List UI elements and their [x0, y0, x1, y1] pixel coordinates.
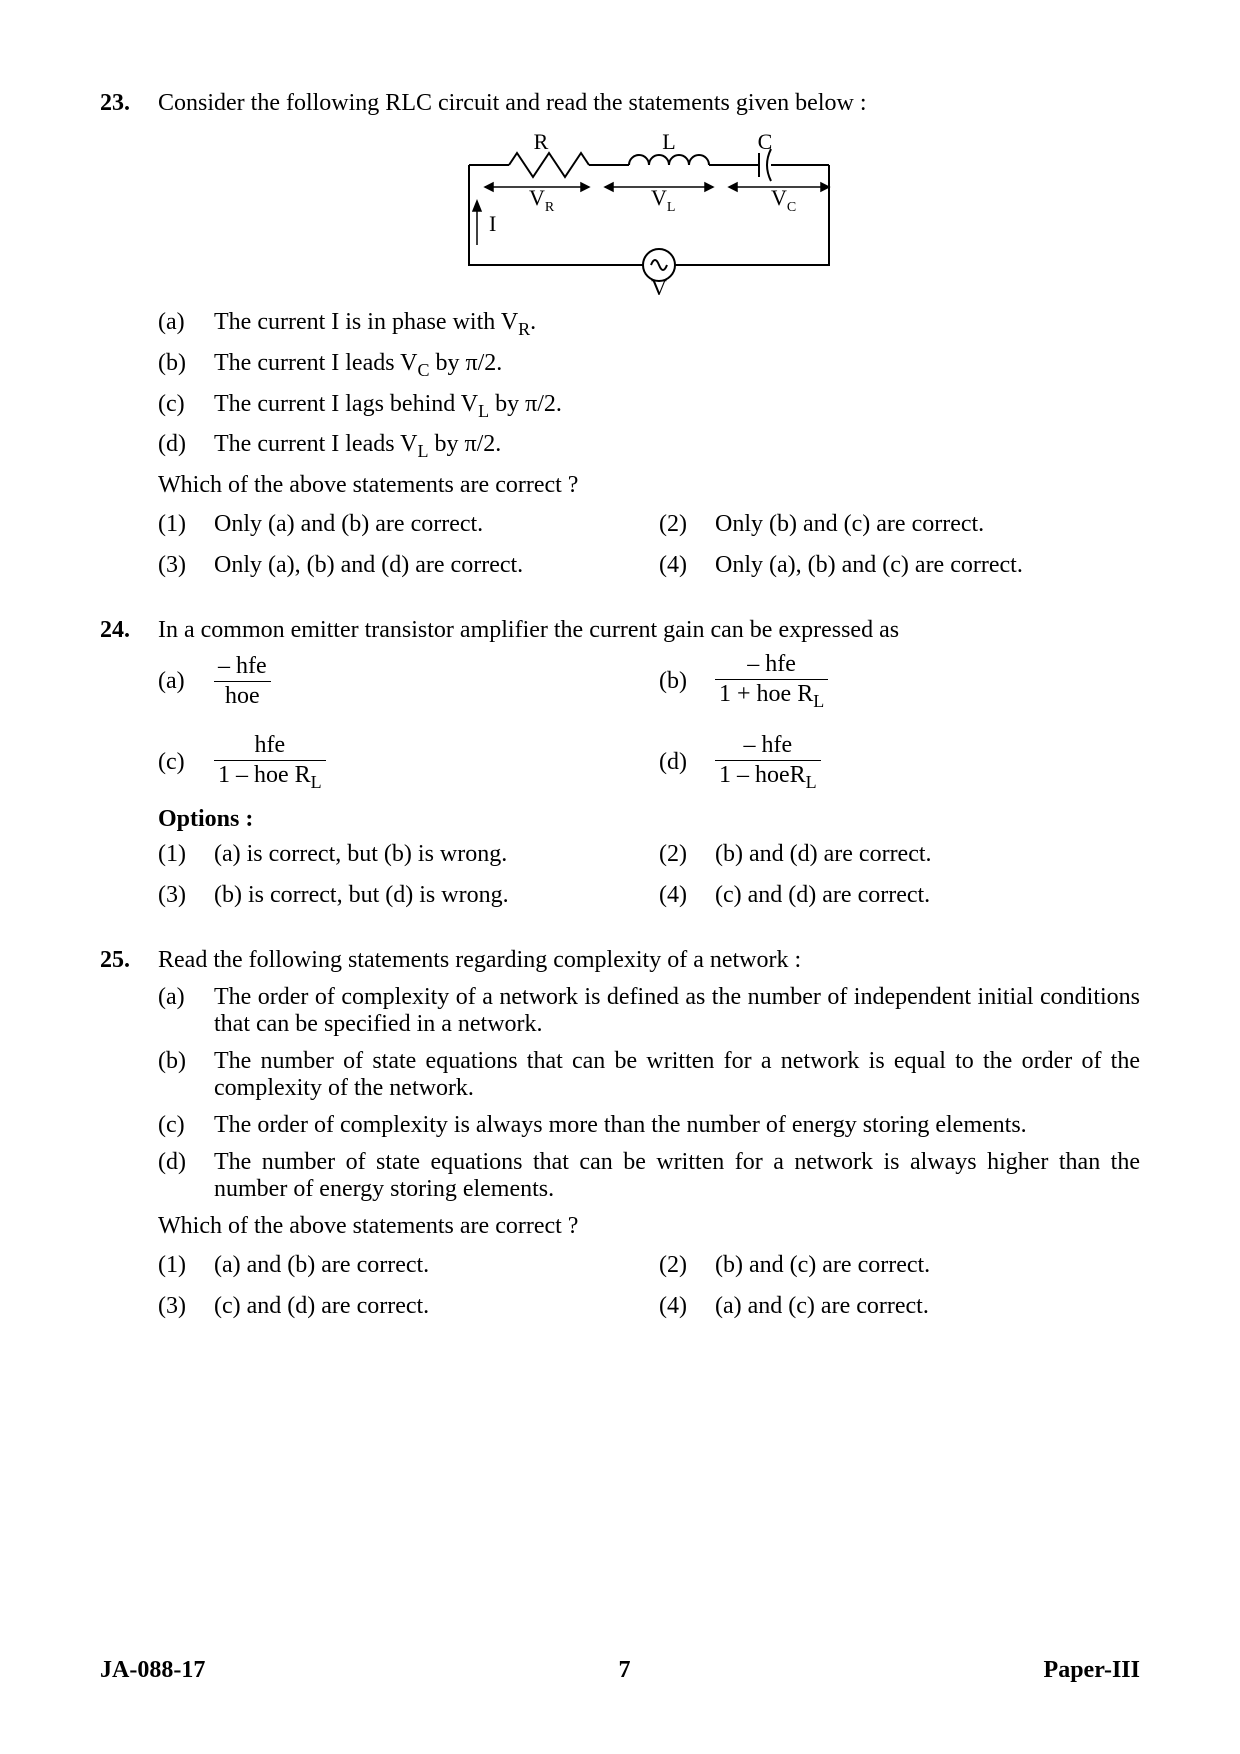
page-footer: JA-088-17 7 Paper-III [100, 1657, 1140, 1684]
option-4: (4)Only (a), (b) and (c) are correct. [659, 552, 1140, 579]
option-4: (4)(c) and (d) are correct. [659, 882, 1140, 909]
question-number: 25. [100, 947, 158, 974]
options-grid: (1)(a) and (b) are correct. (2)(b) and (… [158, 1252, 1140, 1320]
option-1: (1)(a) is correct, but (b) is wrong. [158, 841, 639, 868]
label-L: L [662, 129, 675, 154]
question-number: 23. [100, 90, 158, 117]
footer-right: Paper-III [1044, 1657, 1140, 1684]
options-grid: (1)(a) is correct, but (b) is wrong. (2)… [158, 841, 1140, 909]
footer-page-number: 7 [618, 1657, 630, 1684]
formula-d: (d) – hfe 1 – hoeRL [659, 733, 1140, 792]
option-1: (1)Only (a) and (b) are correct. [158, 511, 639, 538]
statement-b: (b)The number of state equations that ca… [158, 1048, 1140, 1102]
label-I: I [489, 211, 496, 236]
formula-c: (c) hfe 1 – hoe RL [158, 733, 639, 792]
question-prompt: Which of the above statements are correc… [158, 472, 1140, 499]
option-4: (4)(a) and (c) are correct. [659, 1293, 1140, 1320]
formula-a: (a) – hfe hoe [158, 652, 639, 711]
options-grid: (1)Only (a) and (b) are correct. (2)Only… [158, 511, 1140, 579]
formula-b: (b) – hfe 1 + hoe RL [659, 652, 1140, 711]
question-23: 23. Consider the following RLC circuit a… [100, 90, 1140, 579]
statement-a: (a)The order of complexity of a network … [158, 984, 1140, 1038]
option-3: (3)Only (a), (b) and (d) are correct. [158, 552, 639, 579]
option-3: (3)(c) and (d) are correct. [158, 1293, 639, 1320]
question-text: Consider the following RLC circuit and r… [158, 90, 1140, 117]
exam-page: 23. Consider the following RLC circuit a… [0, 0, 1240, 1754]
formula-grid: (a) – hfe hoe (b) – hfe 1 + hoe RL [158, 652, 1140, 792]
label-VC: VC [771, 185, 796, 215]
label-V: V [651, 275, 667, 295]
option-2: (2)(b) and (d) are correct. [659, 841, 1140, 868]
label-VR: VR [529, 185, 555, 215]
rlc-circuit-diagram: R L C VR VL VC I V [429, 125, 869, 295]
statement-b: (b) The current I leads VC by π/2. [158, 350, 1140, 381]
statement-list: (a)The order of complexity of a network … [158, 984, 1140, 1203]
statement-c: (c)The order of complexity is always mor… [158, 1112, 1140, 1139]
statement-d: (d)The number of state equations that ca… [158, 1149, 1140, 1203]
question-text: In a common emitter transistor amplifier… [158, 617, 1140, 644]
statement-list: (a) The current I is in phase with VR. (… [158, 309, 1140, 462]
label-R: R [534, 129, 549, 154]
label-VL: VL [651, 185, 675, 215]
option-1: (1)(a) and (b) are correct. [158, 1252, 639, 1279]
question-number: 24. [100, 617, 158, 644]
statement-c: (c) The current I lags behind VL by π/2. [158, 391, 1140, 422]
footer-left: JA-088-17 [100, 1657, 205, 1684]
statement-d: (d) The current I leads VL by π/2. [158, 431, 1140, 462]
question-25: 25. Read the following statements regard… [100, 947, 1140, 1320]
option-2: (2)(b) and (c) are correct. [659, 1252, 1140, 1279]
option-3: (3)(b) is correct, but (d) is wrong. [158, 882, 639, 909]
label-C: C [758, 129, 773, 154]
question-24: 24. In a common emitter transistor ampli… [100, 617, 1140, 909]
options-heading: Options : [158, 806, 1140, 833]
statement-a: (a) The current I is in phase with VR. [158, 309, 1140, 340]
question-prompt: Which of the above statements are correc… [158, 1213, 1140, 1240]
option-2: (2)Only (b) and (c) are correct. [659, 511, 1140, 538]
question-text: Read the following statements regarding … [158, 947, 1140, 974]
